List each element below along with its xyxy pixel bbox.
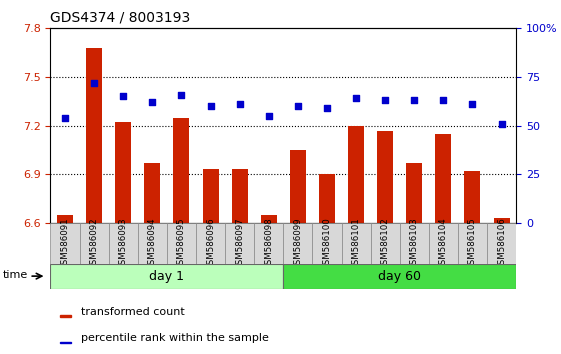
Point — [90, 80, 99, 86]
Bar — [283, 264, 516, 289]
Bar — [50, 264, 283, 289]
Text: GSM586105: GSM586105 — [468, 217, 477, 270]
Bar — [57, 215, 73, 223]
Bar — [342, 223, 371, 264]
Text: percentile rank within the sample: percentile rank within the sample — [81, 333, 269, 343]
Bar — [144, 163, 160, 223]
Bar — [203, 170, 219, 223]
Point — [61, 115, 70, 121]
Point — [206, 103, 215, 109]
Bar — [60, 342, 71, 343]
Bar — [86, 48, 102, 223]
Bar — [232, 170, 247, 223]
Bar — [167, 223, 196, 264]
Bar — [429, 223, 458, 264]
Bar — [319, 174, 335, 223]
Bar — [109, 223, 138, 264]
Point — [323, 105, 332, 111]
Bar — [50, 223, 80, 264]
Bar — [494, 218, 509, 223]
Point — [177, 92, 186, 97]
Text: day 1: day 1 — [149, 270, 185, 282]
Bar — [406, 163, 422, 223]
Bar — [173, 118, 190, 223]
Bar — [348, 126, 364, 223]
Bar — [283, 223, 312, 264]
Point — [497, 121, 506, 126]
Point — [352, 96, 361, 101]
Text: GSM586093: GSM586093 — [119, 217, 128, 270]
Text: GSM586104: GSM586104 — [439, 217, 448, 270]
Point — [293, 103, 302, 109]
Text: GSM586095: GSM586095 — [177, 217, 186, 270]
Text: GSM586092: GSM586092 — [90, 217, 99, 270]
Text: time: time — [2, 270, 28, 280]
Point — [439, 97, 448, 103]
Text: GSM586100: GSM586100 — [323, 217, 332, 270]
Bar — [458, 223, 487, 264]
Bar — [435, 134, 452, 223]
Text: GSM586091: GSM586091 — [61, 217, 70, 270]
Bar — [261, 215, 277, 223]
Text: GSM586101: GSM586101 — [352, 217, 361, 270]
Text: GSM586096: GSM586096 — [206, 217, 215, 270]
Point — [381, 97, 390, 103]
Bar — [196, 223, 225, 264]
Text: GSM586097: GSM586097 — [235, 217, 244, 270]
Bar — [399, 223, 429, 264]
Text: GSM586099: GSM586099 — [293, 217, 302, 270]
Text: GSM586098: GSM586098 — [264, 217, 273, 270]
Text: GSM586094: GSM586094 — [148, 217, 157, 270]
Bar — [487, 223, 516, 264]
Bar — [371, 223, 399, 264]
Bar — [465, 171, 480, 223]
Text: GDS4374 / 8003193: GDS4374 / 8003193 — [50, 11, 191, 25]
Bar — [115, 122, 131, 223]
Bar — [60, 315, 71, 317]
Bar — [290, 150, 306, 223]
Point — [264, 113, 273, 119]
Bar — [80, 223, 109, 264]
Point — [410, 97, 419, 103]
Text: day 60: day 60 — [378, 270, 421, 282]
Bar — [138, 223, 167, 264]
Text: GSM586102: GSM586102 — [381, 217, 390, 270]
Text: GSM586103: GSM586103 — [410, 217, 419, 270]
Bar — [312, 223, 342, 264]
Point — [148, 99, 157, 105]
Point — [235, 101, 244, 107]
Point — [468, 101, 477, 107]
Text: GSM586106: GSM586106 — [497, 217, 506, 270]
Bar — [377, 131, 393, 223]
Text: transformed count: transformed count — [81, 307, 185, 317]
Point — [119, 93, 128, 99]
Bar — [225, 223, 254, 264]
Bar — [254, 223, 283, 264]
